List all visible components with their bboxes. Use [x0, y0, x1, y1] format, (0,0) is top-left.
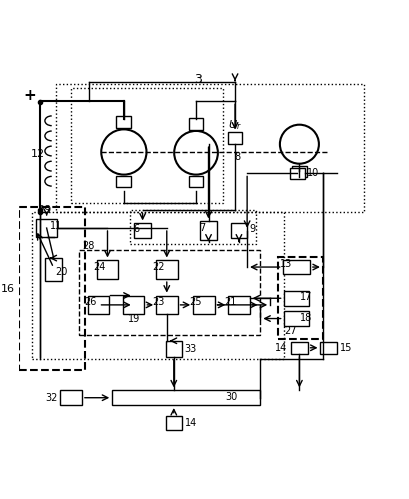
Bar — [71, 88, 223, 203]
Text: 8: 8 — [234, 152, 239, 162]
Bar — [227, 133, 242, 144]
Bar — [165, 416, 182, 431]
Text: 11: 11 — [49, 221, 62, 231]
Text: 17: 17 — [299, 292, 312, 302]
Bar — [18, 207, 85, 370]
Text: +: + — [23, 88, 36, 103]
Bar — [156, 260, 177, 279]
Bar — [45, 258, 62, 281]
Bar — [36, 219, 57, 238]
Text: 20: 20 — [56, 267, 68, 277]
Bar — [156, 295, 177, 314]
Bar — [129, 211, 256, 244]
Text: 24: 24 — [93, 261, 105, 271]
Bar — [283, 311, 308, 326]
Bar — [289, 168, 305, 179]
Bar — [282, 259, 309, 274]
Bar — [277, 257, 322, 339]
Bar — [134, 224, 151, 238]
Text: 12: 12 — [31, 149, 45, 159]
Text: 28: 28 — [82, 241, 94, 250]
Bar — [79, 250, 260, 335]
Text: $U_r$: $U_r$ — [228, 118, 241, 132]
Bar — [123, 295, 144, 314]
Text: 15: 15 — [339, 343, 352, 353]
Bar — [56, 84, 363, 213]
Bar — [230, 224, 247, 238]
Bar — [61, 390, 82, 405]
Bar — [188, 176, 203, 188]
Bar — [291, 166, 306, 177]
Text: 10: 10 — [306, 169, 319, 179]
Text: 30: 30 — [225, 392, 237, 402]
Text: 32: 32 — [45, 393, 57, 403]
Text: 6: 6 — [133, 224, 139, 234]
Text: 7: 7 — [199, 223, 205, 233]
Bar — [88, 295, 109, 314]
Text: 14: 14 — [275, 343, 287, 353]
Text: 22: 22 — [152, 261, 164, 271]
Bar — [283, 291, 308, 306]
Text: 16: 16 — [1, 283, 15, 293]
Text: 19: 19 — [127, 313, 139, 323]
Text: 18: 18 — [299, 313, 312, 323]
Bar — [97, 260, 118, 279]
Bar — [320, 341, 336, 354]
Text: 14: 14 — [184, 418, 196, 428]
Text: 23: 23 — [152, 297, 164, 307]
Text: 3: 3 — [193, 73, 201, 86]
Bar — [32, 213, 283, 359]
Text: 26: 26 — [84, 297, 97, 307]
Text: 25: 25 — [189, 297, 201, 307]
Bar — [112, 390, 260, 405]
Text: 27: 27 — [284, 326, 297, 336]
Bar — [188, 118, 203, 130]
Bar — [165, 341, 182, 357]
Text: 9: 9 — [249, 224, 254, 234]
Text: 13: 13 — [279, 259, 292, 269]
Bar — [228, 295, 249, 314]
Bar — [193, 295, 214, 314]
Text: 29: 29 — [37, 206, 52, 216]
Text: 21: 21 — [224, 297, 236, 307]
Text: 33: 33 — [184, 344, 196, 354]
Bar — [116, 116, 131, 128]
Bar — [116, 176, 131, 188]
Bar — [290, 341, 307, 354]
Bar — [200, 222, 216, 240]
